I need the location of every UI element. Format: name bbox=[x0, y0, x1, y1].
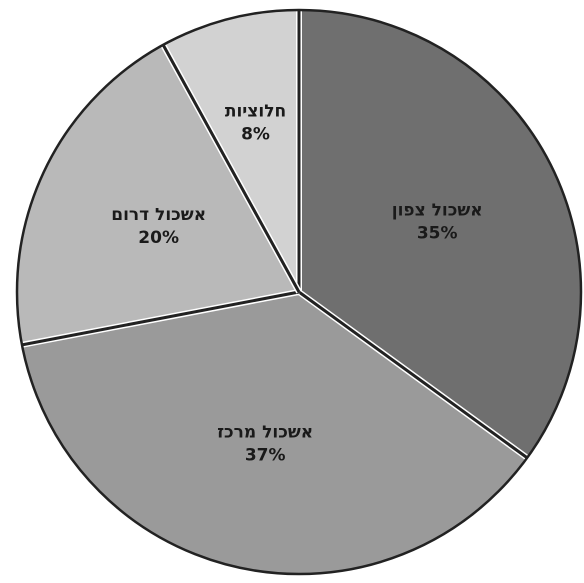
slice-value-label-4: 8% bbox=[241, 125, 270, 145]
pie-labels: אשכול צפון 35% אשכול מרכז 37% אשכול דרום 20% ח… bbox=[111, 102, 482, 466]
pie-outline bbox=[15, 8, 583, 576]
pie-slice-3 bbox=[16, 44, 299, 345]
slice-separator-4 bbox=[161, 44, 301, 293]
slice-value-label-2: 37% bbox=[245, 445, 286, 465]
slice-value-label-1: 35% bbox=[417, 224, 458, 244]
slice-label-1: אשכול צפון bbox=[392, 201, 483, 221]
slice-separator-2 bbox=[298, 290, 529, 459]
pie-slice-1 bbox=[299, 10, 582, 458]
pie-slices bbox=[16, 10, 582, 574]
slice-separator-3 bbox=[21, 290, 300, 347]
pie-slice-4 bbox=[163, 10, 299, 292]
slice-label-2: אשכול מרכז bbox=[217, 422, 313, 442]
slice-value-label-3: 20% bbox=[138, 228, 179, 248]
slice-label-3: אשכול דרום bbox=[111, 205, 206, 225]
pie-separators bbox=[21, 10, 529, 461]
slice-label-4: חלוציות bbox=[225, 102, 286, 122]
pie-slice-2 bbox=[21, 292, 528, 574]
